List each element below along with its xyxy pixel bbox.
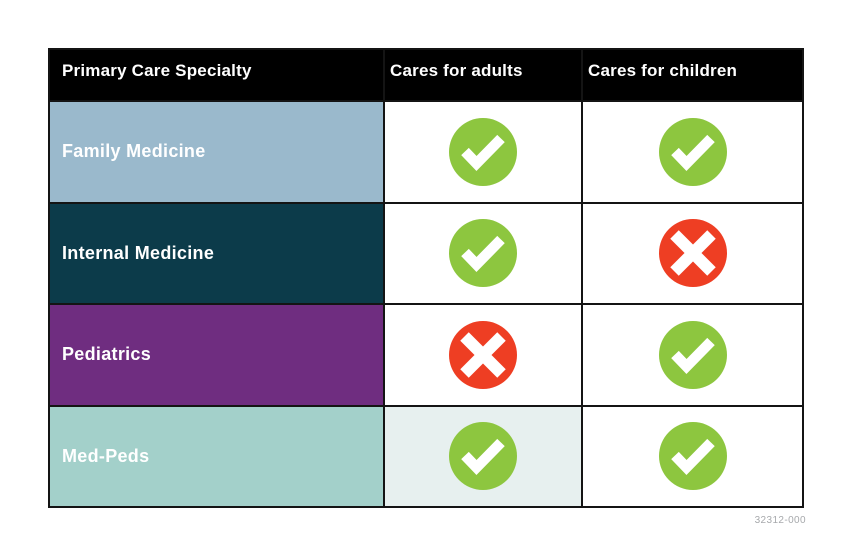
cell-med-peds-children bbox=[583, 406, 802, 506]
check-circle-icon bbox=[658, 320, 727, 389]
row-label-family-medicine: Family Medicine bbox=[50, 102, 383, 202]
cell-pediatrics-adults bbox=[385, 305, 581, 405]
row-label-pediatrics: Pediatrics bbox=[50, 305, 383, 405]
check-circle-icon bbox=[658, 117, 727, 186]
x-circle-icon bbox=[449, 320, 517, 389]
row-label-text: Family Medicine bbox=[62, 141, 206, 162]
header-label-adults: Cares for adults bbox=[390, 61, 523, 80]
cell-family-medicine-adults bbox=[385, 102, 581, 202]
row-label-text: Med-Peds bbox=[62, 445, 150, 466]
check-circle-icon bbox=[449, 219, 517, 288]
header-cell-specialty: Primary Care Specialty bbox=[50, 50, 383, 100]
check-circle-icon bbox=[658, 422, 727, 491]
check-circle-icon bbox=[449, 422, 517, 491]
row-label-text: Internal Medicine bbox=[62, 242, 215, 263]
cell-internal-medicine-adults bbox=[385, 203, 581, 303]
row-label-text: Pediatrics bbox=[62, 344, 152, 365]
cell-family-medicine-children bbox=[583, 102, 802, 202]
check-circle-icon bbox=[449, 117, 517, 186]
header-label-specialty: Primary Care Specialty bbox=[62, 61, 252, 80]
header-cell-adults: Cares for adults bbox=[385, 50, 581, 100]
cell-internal-medicine-children bbox=[583, 203, 802, 303]
row-label-med-peds: Med-Peds bbox=[50, 406, 383, 506]
header-label-children: Cares for children bbox=[588, 61, 738, 80]
cell-pediatrics-children bbox=[583, 305, 802, 405]
cell-med-peds-adults bbox=[385, 406, 581, 506]
document-code: 32312-000 bbox=[754, 515, 806, 526]
header-cell-children: Cares for children bbox=[583, 50, 802, 100]
specialty-comparison-table: Primary Care Specialty Cares for adults … bbox=[48, 48, 804, 508]
row-label-internal-medicine: Internal Medicine bbox=[50, 203, 383, 303]
x-circle-icon bbox=[658, 219, 727, 288]
